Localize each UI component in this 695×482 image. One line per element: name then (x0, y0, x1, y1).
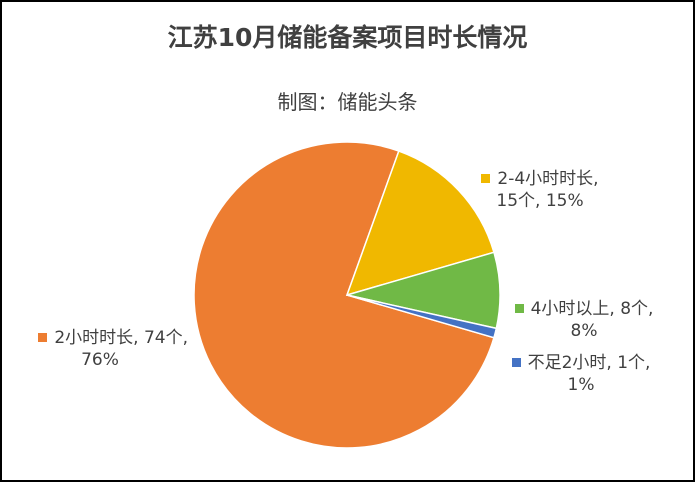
data-label-under-2h: 不足2小时, 1个, 1% (486, 352, 676, 396)
pie-slice-2-4h (345, 150, 495, 297)
data-label-under-2h-line1: 不足2小时, 1个, (527, 353, 651, 373)
legend-swatch-2-4h (481, 174, 491, 183)
data-label-2-4h-line2: 15个, 15% (496, 191, 584, 211)
legend-swatch-under-2h (511, 358, 521, 367)
data-label-4h-plus-line2: 8% (570, 321, 598, 341)
pie-slice-2h (193, 141, 495, 449)
data-label-2-4h-line1: 2-4小时时长, (497, 169, 599, 189)
legend-swatch-4h-plus (514, 304, 524, 313)
data-label-4h-plus: 4小时以上, 8个, 8% (504, 298, 664, 342)
data-label-2-4h: 2-4小时时长, 15个, 15% (460, 168, 620, 212)
chart-title: 江苏10月储能备案项目时长情况 (167, 23, 528, 52)
legend-swatch-2h (38, 333, 48, 342)
data-label-4h-plus-line1: 4小时以上, 8个, (530, 299, 654, 319)
data-label-2h: 2小时时长, 74个, 76% (12, 327, 188, 371)
pie-slice-under-2h (346, 294, 498, 339)
data-label-2h-line1: 2小时时长, 74个, (54, 328, 188, 348)
data-label-2h-line2: 76% (81, 350, 119, 370)
chart-subtitle: 制图：储能头条 (277, 90, 418, 114)
data-label-under-2h-line2: 1% (567, 375, 595, 395)
